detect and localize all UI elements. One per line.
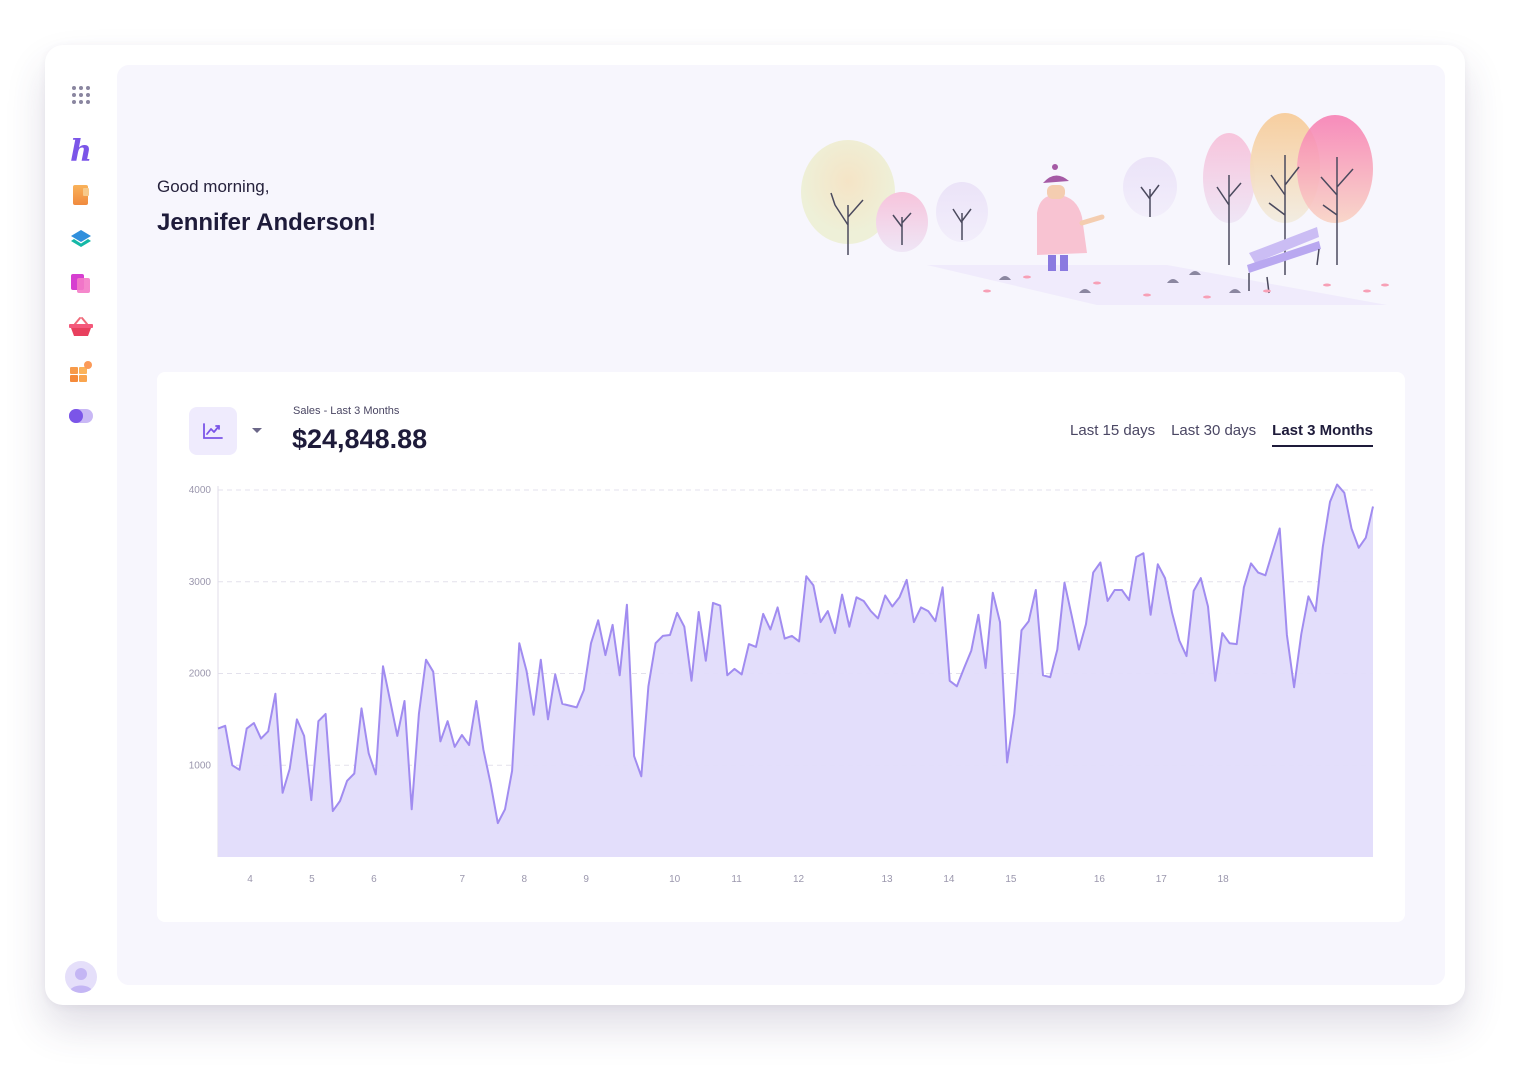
y-tick-label: 1000 <box>189 760 212 771</box>
greeting-salutation: Good morning, <box>157 177 270 196</box>
chart-type-dropdown[interactable] <box>249 422 265 438</box>
park-illustration <box>801 113 1389 305</box>
greeting-user-name: Jennifer Anderson! <box>157 209 377 236</box>
layers-icon[interactable] <box>67 225 95 253</box>
chart-type-button[interactable] <box>189 407 237 455</box>
sales-area <box>218 484 1373 857</box>
x-tick-label: 5 <box>309 874 315 885</box>
metric-value: $24,848.88 <box>292 424 428 454</box>
pages-icon[interactable] <box>67 269 95 297</box>
x-tick-label: 11 <box>731 874 742 885</box>
x-tick-label: 15 <box>1005 874 1017 885</box>
x-tick-label: 7 <box>460 874 466 885</box>
sidebar: h <box>45 45 117 1005</box>
sales-line <box>217 483 1374 825</box>
x-tick-label: 9 <box>583 874 589 885</box>
x-tick-label: 14 <box>943 874 955 885</box>
tab-last-15-days[interactable]: Last 15 days <box>1070 422 1156 439</box>
x-tick-label: 13 <box>881 874 893 885</box>
chevron-down-icon <box>252 427 262 433</box>
sales-card: Sales - Last 3 Months $24,848.88 Last 15… <box>157 372 1405 922</box>
range-tabs: Last 15 days Last 30 days Last 3 Months <box>1070 422 1373 447</box>
apps-grid-icon[interactable] <box>67 81 95 109</box>
document-icon[interactable] <box>67 181 95 209</box>
x-tick-label: 8 <box>522 874 528 885</box>
x-tick-label: 16 <box>1094 874 1106 885</box>
x-tick-label: 18 <box>1218 874 1230 885</box>
metric-label: Sales - Last 3 Months <box>293 405 400 417</box>
y-tick-label: 2000 <box>189 669 212 680</box>
y-tick-label: 4000 <box>189 485 212 496</box>
trend-chart-icon <box>203 423 223 439</box>
widgets-icon[interactable] <box>67 358 95 386</box>
x-tick-label: 12 <box>793 874 805 885</box>
basket-icon[interactable] <box>67 313 95 341</box>
user-avatar-icon[interactable] <box>65 961 97 993</box>
x-tick-label: 17 <box>1156 874 1168 885</box>
brand-logo[interactable]: h <box>70 134 92 169</box>
tab-last-30-days[interactable]: Last 30 days <box>1171 422 1257 439</box>
y-tick-label: 3000 <box>189 577 212 588</box>
tab-last-3-months[interactable]: Last 3 Months <box>1272 422 1373 447</box>
app-window: h Good morning, Jennifer Anderson! <box>45 45 1465 1005</box>
x-tick-label: 4 <box>247 874 253 885</box>
x-tick-label: 6 <box>371 874 377 885</box>
sales-area-chart: 1000 2000 3000 4000 4 5 6 7 8 9 10 11 12 13 14 15 16 17 18 <box>189 483 1374 885</box>
toggle-icon[interactable] <box>67 402 95 430</box>
x-tick-label: 10 <box>669 874 681 885</box>
dashboard-main: Good morning, Jennifer Anderson! <box>117 65 1445 985</box>
